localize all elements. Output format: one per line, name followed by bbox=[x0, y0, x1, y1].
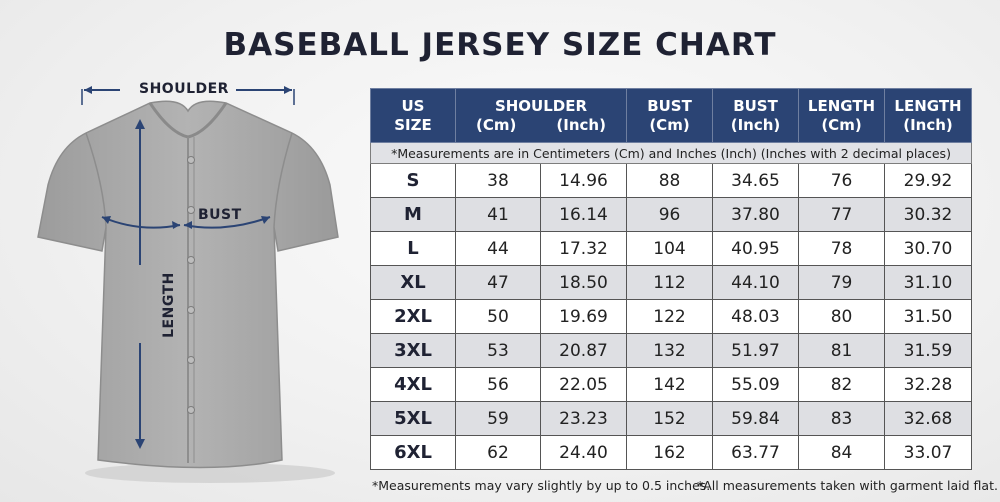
table-header-row: US SIZE SHOULDER (Cm) (Inch) BUST (Cm) B… bbox=[370, 88, 973, 143]
measurement-cell: 23.23 bbox=[539, 401, 628, 436]
measurement-cell: 122 bbox=[626, 299, 714, 334]
measurement-cell: 142 bbox=[626, 367, 714, 402]
jersey-illustration: SHOULDER BUST LENGTH bbox=[20, 75, 360, 490]
measurement-cell: 30.32 bbox=[884, 197, 973, 232]
measurement-cell: 17.32 bbox=[539, 231, 628, 266]
measurement-cell: 40.95 bbox=[712, 231, 800, 266]
header-us-size: US SIZE bbox=[370, 88, 456, 143]
page-title: BASEBALL JERSEY SIZE CHART bbox=[223, 27, 777, 63]
measurement-cell: 59.84 bbox=[712, 401, 800, 436]
header-length-cm: LENGTH (Cm) bbox=[798, 88, 886, 143]
header-shoulder-cm: (Cm) bbox=[476, 115, 517, 134]
header-bust-inch: BUST (Inch) bbox=[712, 88, 800, 143]
table-row: 6XL 62 24.40 162 63.77 84 33.07 bbox=[370, 435, 973, 470]
measurement-cell: 55.09 bbox=[712, 367, 800, 402]
table-row: 2XL 50 19.69 122 48.03 80 31.50 bbox=[370, 299, 973, 334]
measurement-cell: 112 bbox=[626, 265, 714, 300]
table-row: 5XL 59 23.23 152 59.84 83 32.68 bbox=[370, 401, 973, 436]
measurement-cell: 38 bbox=[455, 163, 541, 198]
table-row: M 41 16.14 96 37.80 77 30.32 bbox=[370, 197, 973, 232]
measurement-cell: 44 bbox=[455, 231, 541, 266]
size-cell: M bbox=[370, 197, 456, 232]
table-row: L 44 17.32 104 40.95 78 30.70 bbox=[370, 231, 973, 266]
measurement-cell: 63.77 bbox=[712, 435, 800, 470]
measurement-cell: 37.80 bbox=[712, 197, 800, 232]
size-cell: 3XL bbox=[370, 333, 456, 368]
measurement-cell: 24.40 bbox=[539, 435, 628, 470]
measurement-cell: 82 bbox=[798, 367, 886, 402]
jersey-image bbox=[37, 86, 339, 483]
measurement-cell: 51.97 bbox=[712, 333, 800, 368]
size-chart-table: US SIZE SHOULDER (Cm) (Inch) BUST (Cm) B… bbox=[369, 88, 973, 470]
header-length-inch: LENGTH (Inch) bbox=[884, 88, 973, 143]
size-cell: 5XL bbox=[370, 401, 456, 436]
measurement-cell: 41 bbox=[455, 197, 541, 232]
measurement-cell: 33.07 bbox=[884, 435, 973, 470]
size-cell: S bbox=[370, 163, 456, 198]
header-shoulder-inch: (Inch) bbox=[556, 115, 606, 134]
size-cell: L bbox=[370, 231, 456, 266]
measurement-cell: 31.59 bbox=[884, 333, 973, 368]
measurement-note: *Measurements are in Centimeters (Cm) an… bbox=[369, 142, 973, 164]
measurement-cell: 53 bbox=[455, 333, 541, 368]
measurement-cell: 31.50 bbox=[884, 299, 973, 334]
measurement-cell: 162 bbox=[626, 435, 714, 470]
measurement-cell: 18.50 bbox=[539, 265, 628, 300]
table-row: 3XL 53 20.87 132 51.97 81 31.59 bbox=[370, 333, 973, 368]
measurement-cell: 29.92 bbox=[884, 163, 973, 198]
table-row: 4XL 56 22.05 142 55.09 82 32.28 bbox=[370, 367, 973, 402]
measurement-cell: 48.03 bbox=[712, 299, 800, 334]
measurement-cell: 30.70 bbox=[884, 231, 973, 266]
measurement-cell: 132 bbox=[626, 333, 714, 368]
measurement-cell: 47 bbox=[455, 265, 541, 300]
measurement-cell: 32.68 bbox=[884, 401, 973, 436]
table-row: S 38 14.96 88 34.65 76 29.92 bbox=[370, 163, 973, 198]
measurement-cell: 78 bbox=[798, 231, 886, 266]
size-cell: 2XL bbox=[370, 299, 456, 334]
header-bust-cm: BUST (Cm) bbox=[626, 88, 714, 143]
measurement-cell: 31.10 bbox=[884, 265, 973, 300]
measurement-cell: 22.05 bbox=[539, 367, 628, 402]
measurement-cell: 79 bbox=[798, 265, 886, 300]
shoulder-label: SHOULDER bbox=[139, 81, 229, 97]
size-cell: 4XL bbox=[370, 367, 456, 402]
measurement-cell: 19.69 bbox=[539, 299, 628, 334]
measurement-cell: 56 bbox=[455, 367, 541, 402]
table-row: XL 47 18.50 112 44.10 79 31.10 bbox=[370, 265, 973, 300]
measurement-cell: 34.65 bbox=[712, 163, 800, 198]
measurement-cell: 83 bbox=[798, 401, 886, 436]
footnote-variance: *Measurements may vary slightly by up to… bbox=[372, 478, 711, 493]
measurement-cell: 81 bbox=[798, 333, 886, 368]
measurement-cell: 59 bbox=[455, 401, 541, 436]
size-cell: 6XL bbox=[370, 435, 456, 470]
measurement-cell: 62 bbox=[455, 435, 541, 470]
measurement-cell: 20.87 bbox=[539, 333, 628, 368]
measurement-cell: 104 bbox=[626, 231, 714, 266]
measurement-cell: 44.10 bbox=[712, 265, 800, 300]
footnote-laid-flat: *All measurements taken with garment lai… bbox=[697, 478, 998, 493]
measurement-cell: 76 bbox=[798, 163, 886, 198]
measurement-cell: 32.28 bbox=[884, 367, 973, 402]
measurement-cell: 50 bbox=[455, 299, 541, 334]
measurement-cell: 84 bbox=[798, 435, 886, 470]
bust-label: BUST bbox=[198, 207, 242, 223]
measurement-cell: 80 bbox=[798, 299, 886, 334]
size-cell: XL bbox=[370, 265, 456, 300]
measurement-cell: 152 bbox=[626, 401, 714, 436]
table-body: S 38 14.96 88 34.65 76 29.92 M 41 16.14 96 37.80 77 3… bbox=[370, 163, 973, 470]
measurement-cell: 96 bbox=[626, 197, 714, 232]
length-label: LENGTH bbox=[160, 272, 177, 338]
measurement-cell: 14.96 bbox=[539, 163, 628, 198]
measurement-cell: 16.14 bbox=[539, 197, 628, 232]
measurement-cell: 88 bbox=[626, 163, 714, 198]
measurement-cell: 77 bbox=[798, 197, 886, 232]
header-shoulder: SHOULDER (Cm) (Inch) bbox=[454, 88, 628, 143]
